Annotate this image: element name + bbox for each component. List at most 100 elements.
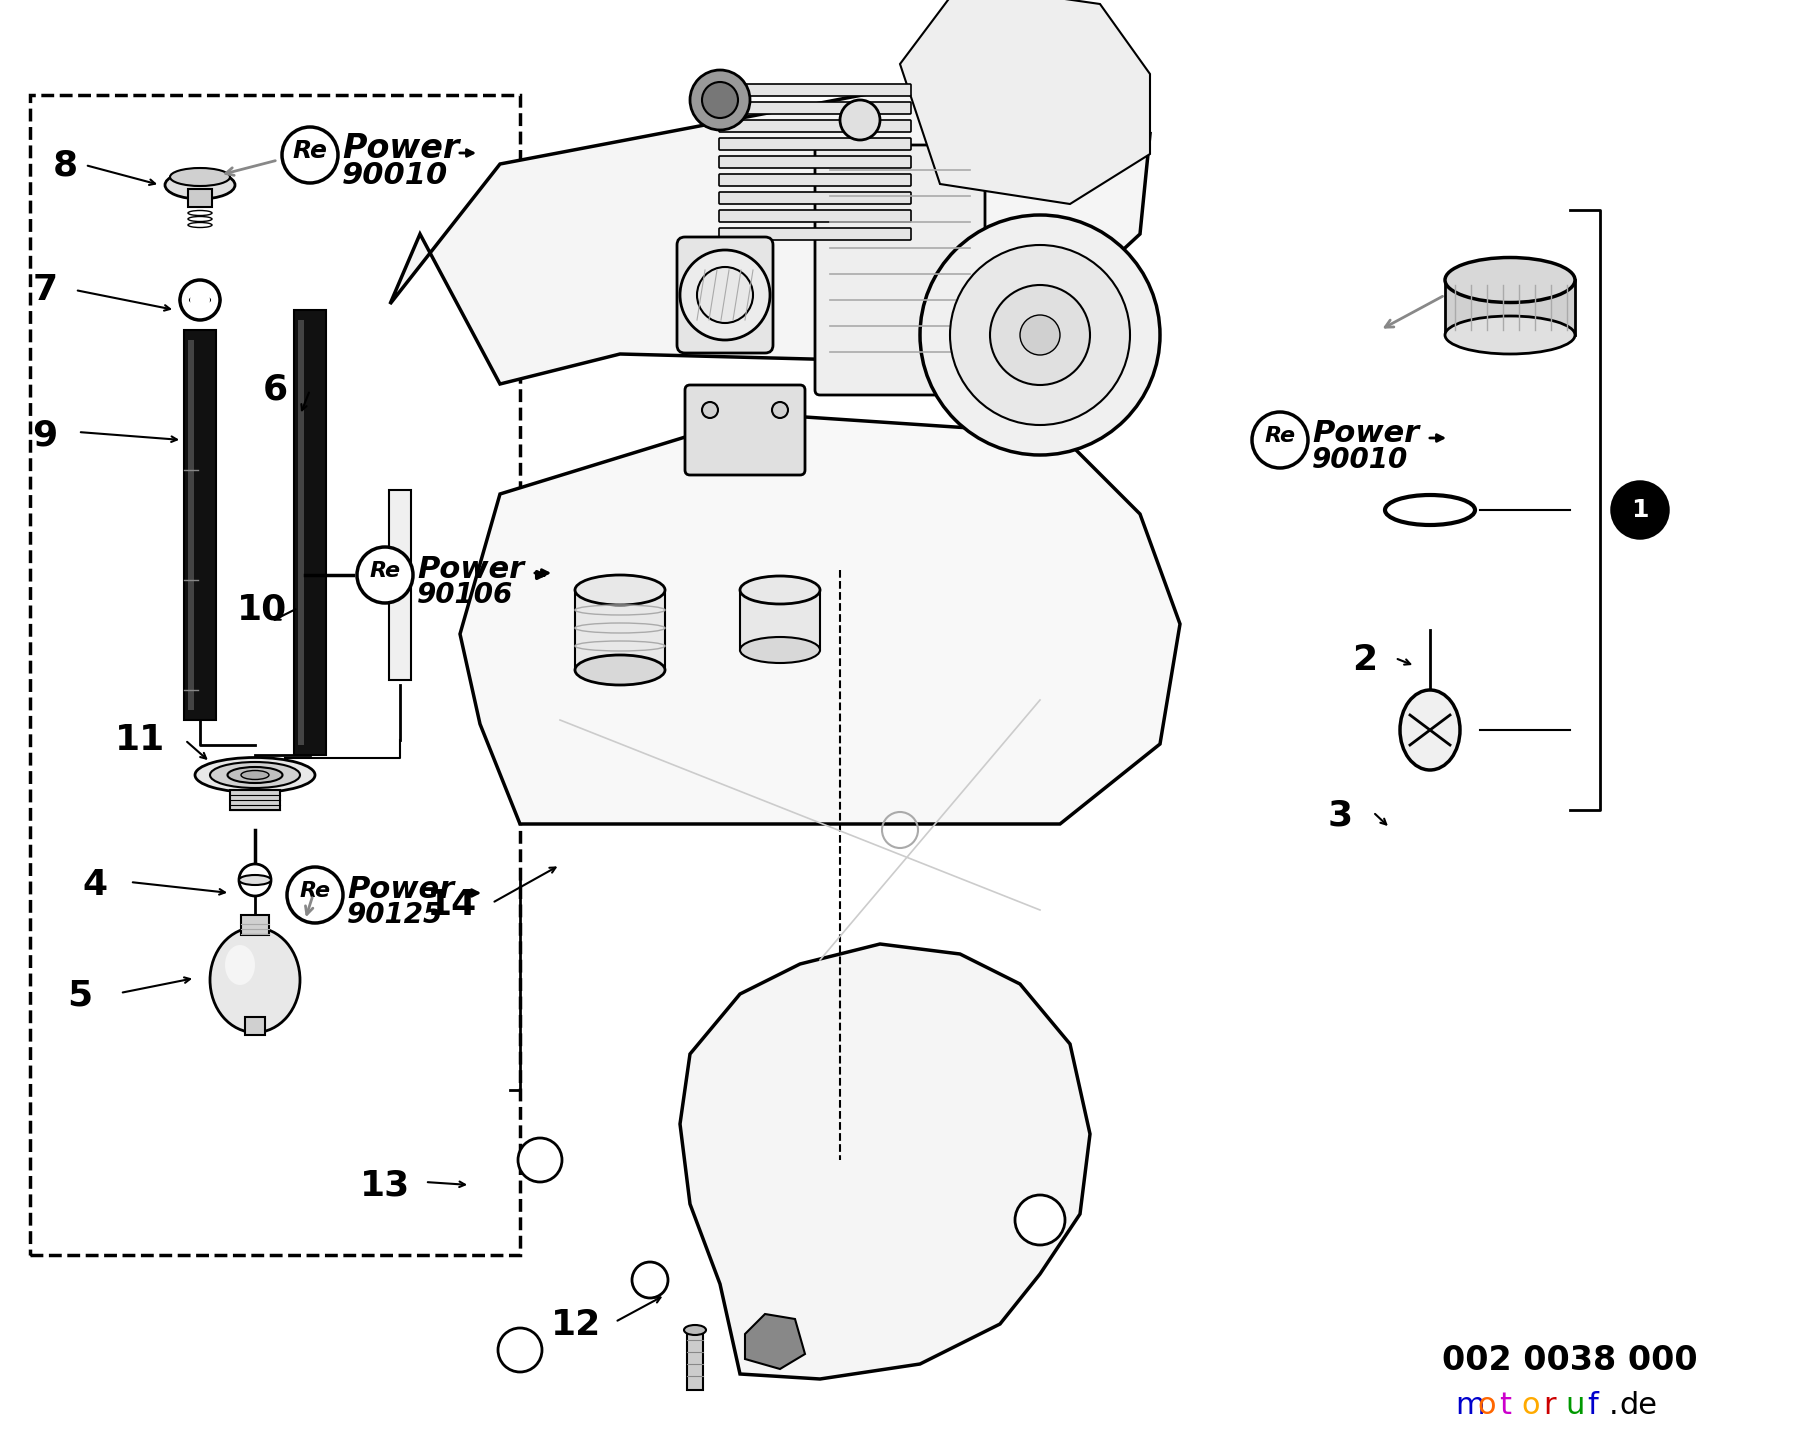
Ellipse shape [574,575,664,605]
Text: t: t [1499,1391,1510,1419]
Bar [184,331,216,721]
Circle shape [632,1262,668,1298]
Text: 4: 4 [83,868,108,902]
Text: 1: 1 [1631,498,1649,521]
Text: 5: 5 [67,978,92,1012]
Circle shape [702,82,738,118]
Text: 90125: 90125 [347,901,443,928]
FancyBboxPatch shape [815,144,985,396]
Bar [293,310,326,755]
Circle shape [950,245,1130,425]
Bar [1445,280,1575,335]
Circle shape [283,127,338,183]
Circle shape [990,284,1091,386]
Text: o: o [1478,1391,1496,1419]
Ellipse shape [1400,500,1460,520]
Text: u: u [1564,1391,1584,1419]
Bar [245,1017,265,1035]
Ellipse shape [211,762,301,788]
Text: 2: 2 [1352,643,1377,677]
Bar [230,790,281,810]
Ellipse shape [180,293,220,308]
Text: r: r [1543,1391,1555,1419]
Text: Power: Power [418,554,524,583]
FancyBboxPatch shape [718,139,911,150]
Text: 3: 3 [1327,799,1352,832]
Text: 11: 11 [115,723,166,757]
Text: 90106: 90106 [418,580,513,609]
FancyBboxPatch shape [718,120,911,131]
FancyBboxPatch shape [677,237,772,352]
Ellipse shape [740,576,821,604]
Circle shape [518,1138,562,1183]
Text: 13: 13 [360,1168,410,1201]
Ellipse shape [1445,257,1575,302]
Circle shape [697,267,752,323]
FancyBboxPatch shape [718,228,911,240]
Text: .: . [1609,1391,1618,1419]
Text: 90010: 90010 [1312,446,1408,474]
Circle shape [286,866,344,923]
FancyBboxPatch shape [718,209,911,222]
Text: 14: 14 [427,888,477,923]
Polygon shape [900,0,1150,204]
Circle shape [356,547,412,604]
Circle shape [680,250,770,339]
FancyBboxPatch shape [718,84,911,95]
Ellipse shape [239,875,272,885]
FancyBboxPatch shape [686,386,805,475]
Text: f: f [1588,1391,1598,1419]
Bar [389,490,410,680]
Circle shape [841,100,880,140]
Ellipse shape [1445,316,1575,354]
Circle shape [689,69,751,130]
Bar [740,591,821,650]
Circle shape [1015,1196,1066,1245]
Ellipse shape [227,767,283,783]
Bar [688,1330,704,1391]
Circle shape [920,215,1159,455]
Circle shape [180,280,220,321]
Circle shape [239,864,272,895]
Text: 10: 10 [238,593,288,627]
Circle shape [1253,412,1309,468]
Text: 8: 8 [52,147,77,182]
Circle shape [499,1328,542,1372]
Text: 12: 12 [551,1308,601,1341]
Text: m: m [1454,1391,1485,1419]
Circle shape [1613,482,1669,539]
Bar [187,339,194,710]
FancyBboxPatch shape [718,156,911,168]
Text: Re: Re [299,881,331,901]
Ellipse shape [740,637,821,663]
Ellipse shape [684,1326,706,1336]
Text: de: de [1618,1391,1658,1419]
Text: 7: 7 [32,273,58,308]
Text: Power: Power [347,875,454,904]
FancyBboxPatch shape [718,103,911,114]
Circle shape [1021,315,1060,355]
Polygon shape [461,414,1181,825]
Text: 6: 6 [263,373,288,407]
Polygon shape [680,944,1091,1379]
Text: 002 0038 000: 002 0038 000 [1442,1343,1697,1376]
Ellipse shape [574,656,664,684]
Bar [241,915,268,936]
Circle shape [191,290,211,310]
Bar [574,591,664,670]
Circle shape [702,401,718,417]
Text: o: o [1521,1391,1539,1419]
FancyBboxPatch shape [718,173,911,186]
Text: 90010: 90010 [342,160,448,189]
Bar [299,321,304,745]
FancyBboxPatch shape [718,192,911,204]
Ellipse shape [225,944,256,985]
Polygon shape [745,1314,805,1369]
Text: Re: Re [369,562,401,580]
Bar [187,189,212,206]
Ellipse shape [166,170,236,199]
Ellipse shape [169,168,230,186]
Ellipse shape [191,296,211,303]
Ellipse shape [1400,690,1460,770]
Polygon shape [391,84,1150,384]
